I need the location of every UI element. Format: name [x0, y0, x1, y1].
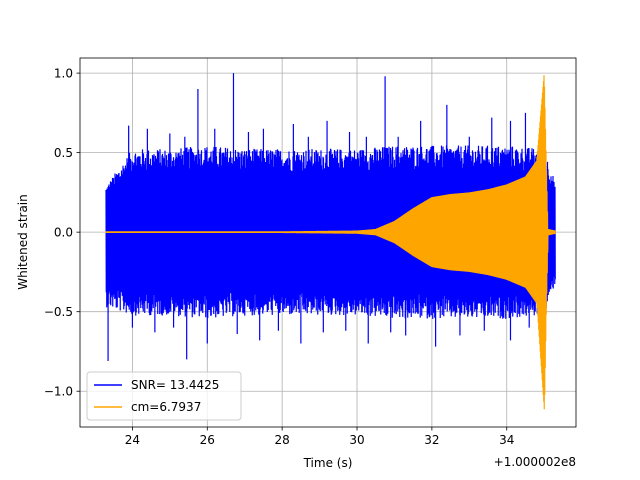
y-tick-label: 0.5 [54, 146, 73, 160]
y-tick-label: −1.0 [44, 385, 73, 399]
y-axis-label: Whitened strain [16, 194, 30, 290]
x-tick-label: 32 [424, 433, 439, 447]
axis-ticks: 24 26 28 30 32 34 −1.0 −0.5 0.0 0.5 1.0 [44, 67, 515, 447]
series-line-0 [105, 73, 556, 361]
series-line-1 [105, 75, 556, 410]
y-tick-label: 0.0 [54, 226, 73, 240]
y-tick-label: −0.5 [44, 305, 73, 319]
x-offset-label: +1.000002e8 [494, 455, 576, 469]
plot-area-frame [79, 57, 577, 428]
legend: SNR= 13.4425 cm=6.7937 [86, 371, 242, 421]
x-tick-label: 34 [499, 433, 514, 447]
x-tick-label: 30 [349, 433, 364, 447]
legend-label-snr: SNR= 13.4425 [131, 378, 219, 392]
x-tick-label: 26 [200, 433, 215, 447]
x-tick-label: 24 [125, 433, 140, 447]
x-axis-label: Time (s) [303, 456, 353, 470]
series-layer [105, 73, 556, 410]
legend-label-cm: cm=6.7937 [131, 400, 201, 414]
x-tick-label: 28 [275, 433, 290, 447]
y-tick-label: 1.0 [54, 67, 73, 81]
legend-frame [86, 371, 242, 421]
